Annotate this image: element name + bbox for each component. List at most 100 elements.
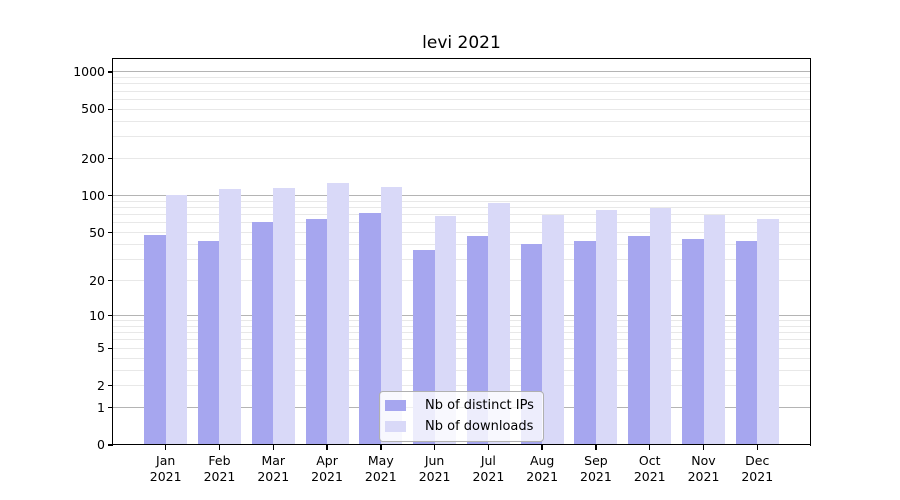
legend-swatch-downloads: [385, 421, 406, 432]
bar-dec-distinct-ips: [735, 240, 758, 445]
bar-sep-downloads: [595, 210, 618, 445]
x-tick-mark: [165, 445, 167, 450]
right-spine: [810, 58, 812, 446]
chart-title: levi 2021: [422, 33, 501, 53]
y-tick-mark: [108, 314, 113, 317]
plot-area: Nb of distinct IPs Nb of downloads 0 1 2 5 1…: [73, 58, 812, 484]
gridline-minor: [113, 339, 810, 341]
gridline-minor: [113, 90, 810, 92]
y-tick-mark: [108, 231, 113, 234]
bar-nov-distinct-ips: [682, 239, 704, 445]
bar-aug-downloads: [542, 214, 564, 445]
x-tick-mark: [541, 445, 543, 450]
bar-jun-downloads: [434, 216, 457, 445]
y-axis-line: [111, 58, 113, 446]
gridline-minor: [113, 385, 810, 387]
y-tick-label: 1: [97, 399, 105, 415]
bar-may-downloads: [380, 186, 403, 445]
gridline-major: [113, 315, 810, 316]
bar-oct-downloads: [649, 208, 672, 445]
x-tick-mark: [756, 445, 758, 450]
bar-may-distinct-ips: [359, 213, 381, 445]
y-tick-mark: [108, 157, 113, 160]
gridline-minor: [113, 200, 810, 202]
gridline-minor: [113, 214, 810, 216]
gridline-minor: [113, 320, 810, 322]
y-tick-label: 100: [81, 187, 105, 203]
gridline-minor: [113, 77, 810, 79]
bar-dec-downloads: [757, 218, 779, 445]
bar-nov-downloads: [703, 214, 725, 445]
bar-jan-downloads: [165, 194, 188, 445]
y-tick-label: 50: [89, 224, 105, 240]
x-tick-label: Feb 2021: [203, 453, 236, 484]
gridline-minor: [113, 120, 810, 122]
x-tick-mark: [487, 445, 490, 450]
x-tick-mark: [702, 445, 705, 450]
gridline-minor: [113, 369, 810, 371]
gridline-minor: [113, 83, 810, 85]
x-tick-label: Mar 2021: [257, 453, 290, 484]
x-tick-label: Aug 2021: [526, 453, 559, 484]
legend-item-downloads: Nb of downloads: [385, 416, 537, 437]
legend-item-distinct-ips: Nb of distinct IPs: [385, 395, 537, 416]
bar-apr-downloads: [327, 182, 349, 445]
y-tick-label: 0: [97, 437, 105, 452]
bar-feb-distinct-ips: [197, 240, 220, 445]
x-tick-label: Apr 2021: [311, 453, 343, 484]
y-tick-mark: [108, 384, 113, 387]
legend: Nb of distinct IPs Nb of downloads: [379, 391, 544, 442]
legend-label-distinct-ips: Nb of distinct IPs: [425, 398, 534, 413]
y-tick-label: 10: [89, 307, 105, 323]
bar-apr-distinct-ips: [305, 218, 328, 445]
gridline-minor: [113, 222, 810, 224]
y-tick-label: 200: [81, 150, 105, 166]
x-tick-mark: [433, 445, 436, 450]
x-tick-label: Sep 2021: [580, 453, 612, 484]
x-tick-mark: [326, 445, 328, 450]
x-tick-mark: [218, 445, 221, 450]
x-tick-label: Nov 2021: [687, 453, 720, 484]
x-tick-mark: [272, 445, 274, 450]
gridline-minor: [113, 332, 810, 334]
top-spine: [112, 58, 811, 60]
bar-oct-distinct-ips: [628, 235, 650, 445]
gridline-minor: [113, 325, 810, 327]
gridline-minor: [113, 347, 810, 349]
bar-mar-downloads: [273, 188, 295, 445]
x-tick-mark: [380, 445, 382, 450]
gridline-minor: [113, 136, 810, 138]
bar-jul-downloads: [488, 203, 510, 445]
x-tick-label: Jan 2021: [149, 453, 182, 484]
y-tick-mark: [108, 71, 113, 73]
y-tick-mark: [108, 279, 113, 282]
x-tick-label: Oct 2021: [633, 453, 666, 484]
bar-jan-distinct-ips: [144, 234, 166, 445]
gridline-minor: [113, 158, 810, 160]
x-tick-mark: [595, 445, 597, 450]
gridline-minor: [113, 98, 810, 100]
bar-feb-downloads: [219, 189, 241, 445]
legend-swatch-distinct-ips: [385, 400, 406, 411]
x-tick-label: May 2021: [364, 453, 397, 484]
legend-label-downloads: Nb of downloads: [425, 419, 534, 434]
x-tick-label: Jun 2021: [418, 453, 451, 484]
x-tick-mark: [649, 445, 651, 450]
gridline-major: [113, 71, 810, 73]
gridline-minor: [113, 243, 810, 245]
x-tick-label: Jul 2021: [472, 453, 505, 484]
gridline-minor: [113, 207, 810, 209]
y-tick-label: 20: [89, 272, 105, 288]
x-tick-label: Dec 2021: [741, 453, 774, 484]
bar-sep-distinct-ips: [574, 240, 596, 445]
gridline-minor: [113, 232, 810, 234]
gridline-minor: [113, 357, 810, 359]
gridline-minor: [113, 280, 810, 282]
gridline-minor: [113, 108, 810, 110]
y-tick-mark: [108, 444, 113, 446]
bar-mar-distinct-ips: [251, 222, 274, 445]
y-tick-mark: [108, 406, 113, 409]
x-axis-line: [112, 444, 811, 446]
gridline-minor: [113, 259, 810, 261]
